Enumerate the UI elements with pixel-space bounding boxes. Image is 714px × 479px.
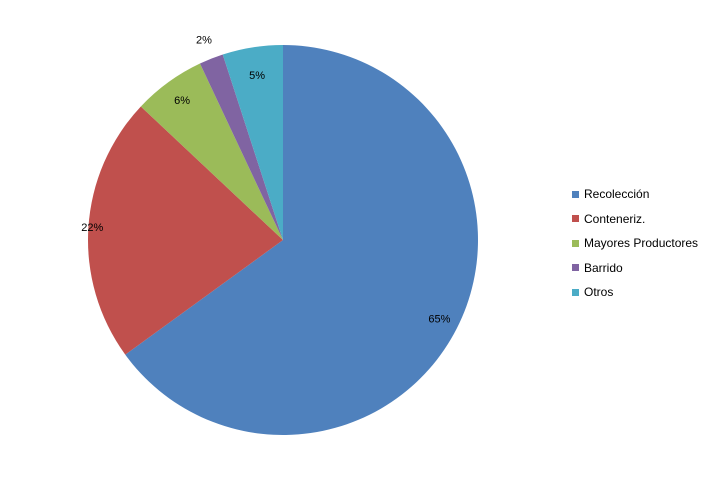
- legend-swatch-mayores-productores: [572, 239, 579, 247]
- legend-item-barrido: Barrido: [572, 256, 712, 281]
- data-label-barrido: 2%: [196, 35, 212, 47]
- legend-item-conteneriz: Conteneriz.: [572, 207, 712, 232]
- legend-item-otros: Otros: [572, 280, 712, 305]
- legend-label-otros: Otros: [584, 285, 614, 300]
- pie-slice-conteneriz: [87, 106, 284, 355]
- legend-item-mayores-productores: Mayores Productores: [572, 231, 712, 256]
- legend-swatch-otros: [572, 288, 579, 296]
- data-label-otros: 5%: [249, 70, 265, 82]
- pie-slice-barrido: [199, 54, 283, 240]
- legend-swatch-recoleccion: [572, 190, 579, 198]
- legend-label-barrido: Barrido: [584, 260, 623, 275]
- pie-slice-otros: [222, 45, 283, 240]
- legend-item-recoleccion: Recolección: [572, 182, 712, 207]
- legend: Recolección Conteneriz. Mayores Producto…: [572, 182, 712, 305]
- legend-label-mayores-productores: Mayores Productores: [584, 236, 699, 251]
- legend-swatch-conteneriz: [572, 215, 579, 223]
- data-label-mayores-productores: 6%: [174, 95, 190, 107]
- data-label-conteneriz: 22%: [81, 222, 103, 234]
- legend-label-conteneriz: Conteneriz.: [584, 211, 646, 226]
- pie-slice-recoleccion: [125, 45, 478, 435]
- legend-swatch-barrido: [572, 264, 579, 272]
- data-label-recoleccion: 65%: [428, 314, 450, 326]
- pie-slice-mayores-productores: [140, 63, 283, 241]
- legend-label-recoleccion: Recolección: [584, 187, 650, 202]
